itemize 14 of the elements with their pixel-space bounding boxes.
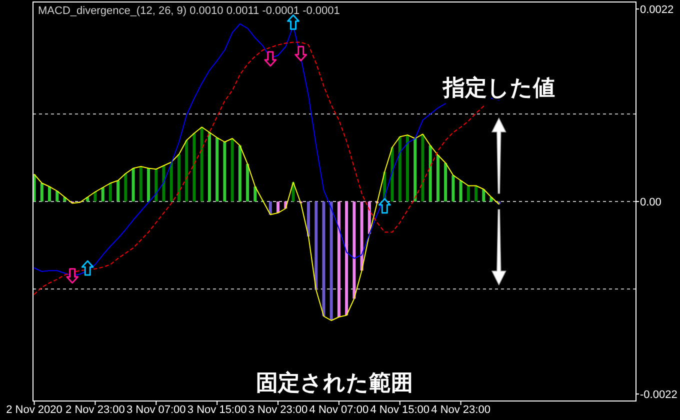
x-tick-label: 4 Nov 15:00: [370, 404, 430, 416]
chart-title: MACD_divergence_(12, 26, 9) 0.0010 0.0011 -0.0001 -0.0001: [38, 5, 340, 17]
y-tick-label: 0.0022: [640, 4, 674, 16]
x-tick-label: 4 Nov 23:00: [431, 404, 490, 416]
x-tick-label: 3 Nov 15:00: [187, 404, 247, 416]
x-tick-label: 4 Nov 07:00: [309, 404, 369, 416]
x-tick-label: 2 Nov 2020: [6, 404, 62, 416]
x-tick-label: 3 Nov 23:00: [248, 404, 308, 416]
x-tick-label: 2 Nov 23:00: [66, 404, 125, 416]
y-tick-label: -0.0022: [640, 389, 678, 401]
x-tick-label: 3 Nov 07:00: [126, 404, 186, 416]
annotation: 固定された範囲: [256, 370, 413, 396]
y-tick-label: 0.00: [640, 196, 662, 208]
annotation: 指定した値: [442, 75, 555, 101]
